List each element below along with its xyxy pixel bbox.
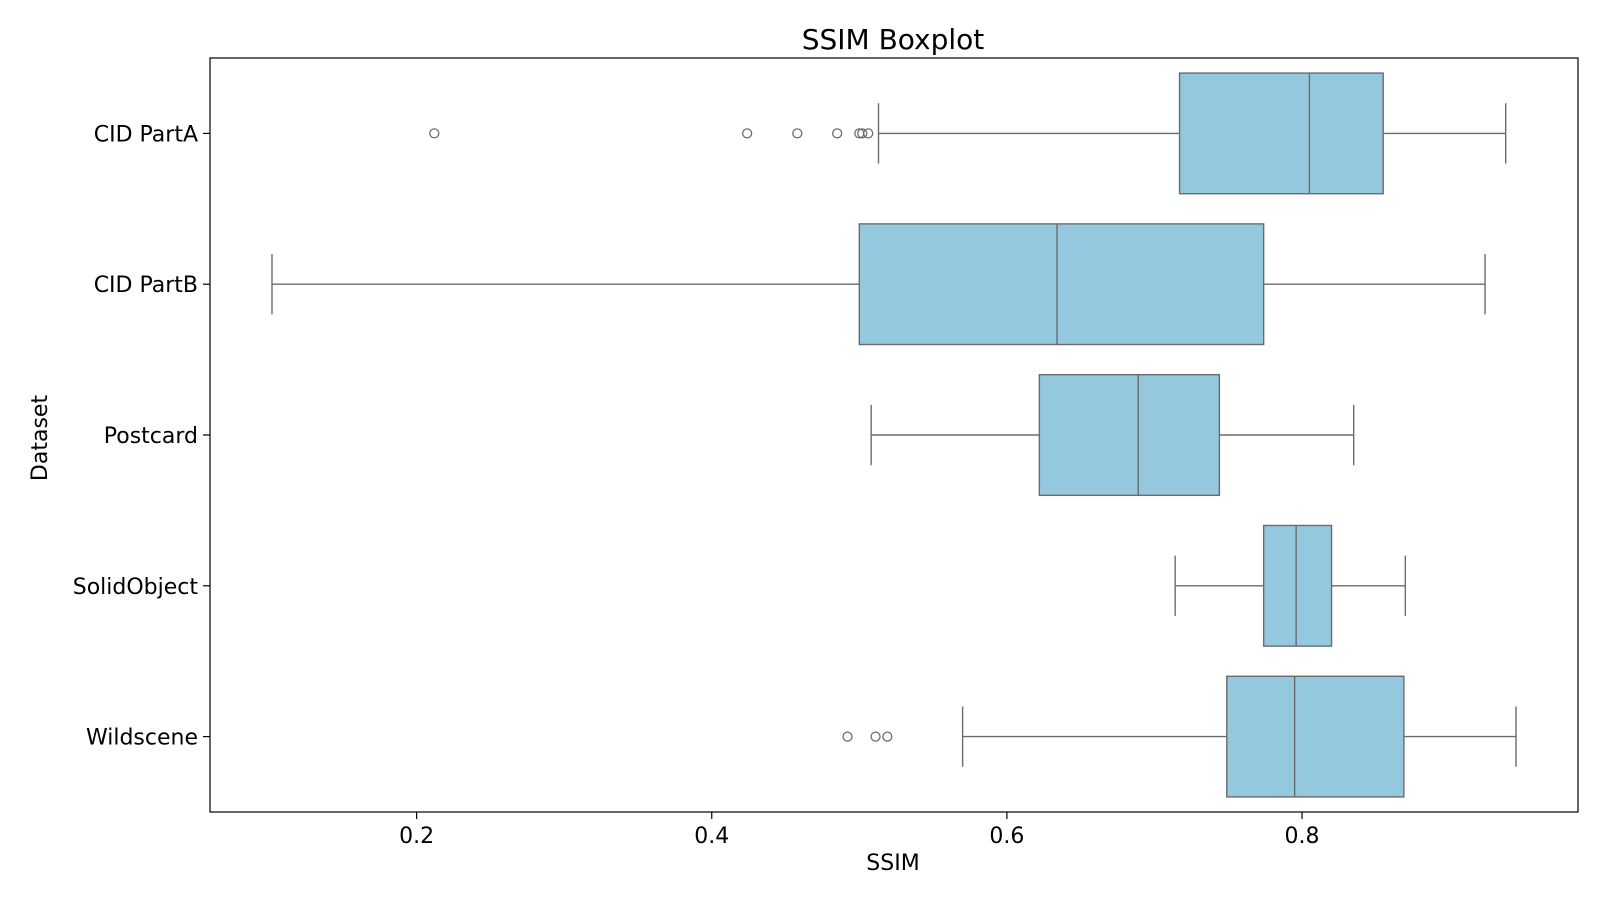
iqr-box (1262, 524, 1333, 647)
y-tick-label: Wildscene (86, 726, 198, 751)
x-tick-label: 0.6 (989, 824, 1024, 849)
outlier-point (742, 128, 753, 139)
box-group-wildscene (842, 675, 1517, 798)
outlier-point (832, 128, 843, 139)
iqr-box (858, 223, 1265, 346)
box-group-solidobject (1174, 524, 1407, 647)
plot-area (271, 72, 1517, 798)
y-tick-label: CID PartA (94, 122, 198, 147)
box-group-postcard (870, 373, 1355, 497)
box-group-cid-partb (271, 223, 1486, 346)
x-tick-label: 0.8 (1285, 824, 1320, 849)
box-group-cid-parta (429, 72, 1507, 195)
outlier-point (792, 128, 803, 139)
outlier-point (870, 731, 881, 742)
outlier-point (429, 128, 440, 139)
outlier-point (842, 731, 853, 742)
outlier-point (857, 128, 868, 139)
y-tick-label: SolidObject (73, 575, 199, 600)
x-tick-label: 0.2 (399, 824, 434, 849)
iqr-box (1178, 72, 1384, 195)
y-tick-label: CID PartB (94, 273, 198, 298)
iqr-box (1038, 373, 1221, 497)
x-tick-label: 0.4 (694, 824, 729, 849)
chart-title: SSIM Boxplot (802, 23, 985, 56)
outlier-point (863, 128, 874, 139)
iqr-box (1226, 675, 1405, 798)
y-axis-label: Dataset (28, 395, 53, 482)
x-axis-label: SSIM (866, 851, 919, 876)
y-tick-label: Postcard (104, 424, 198, 449)
outlier-point (882, 731, 893, 742)
